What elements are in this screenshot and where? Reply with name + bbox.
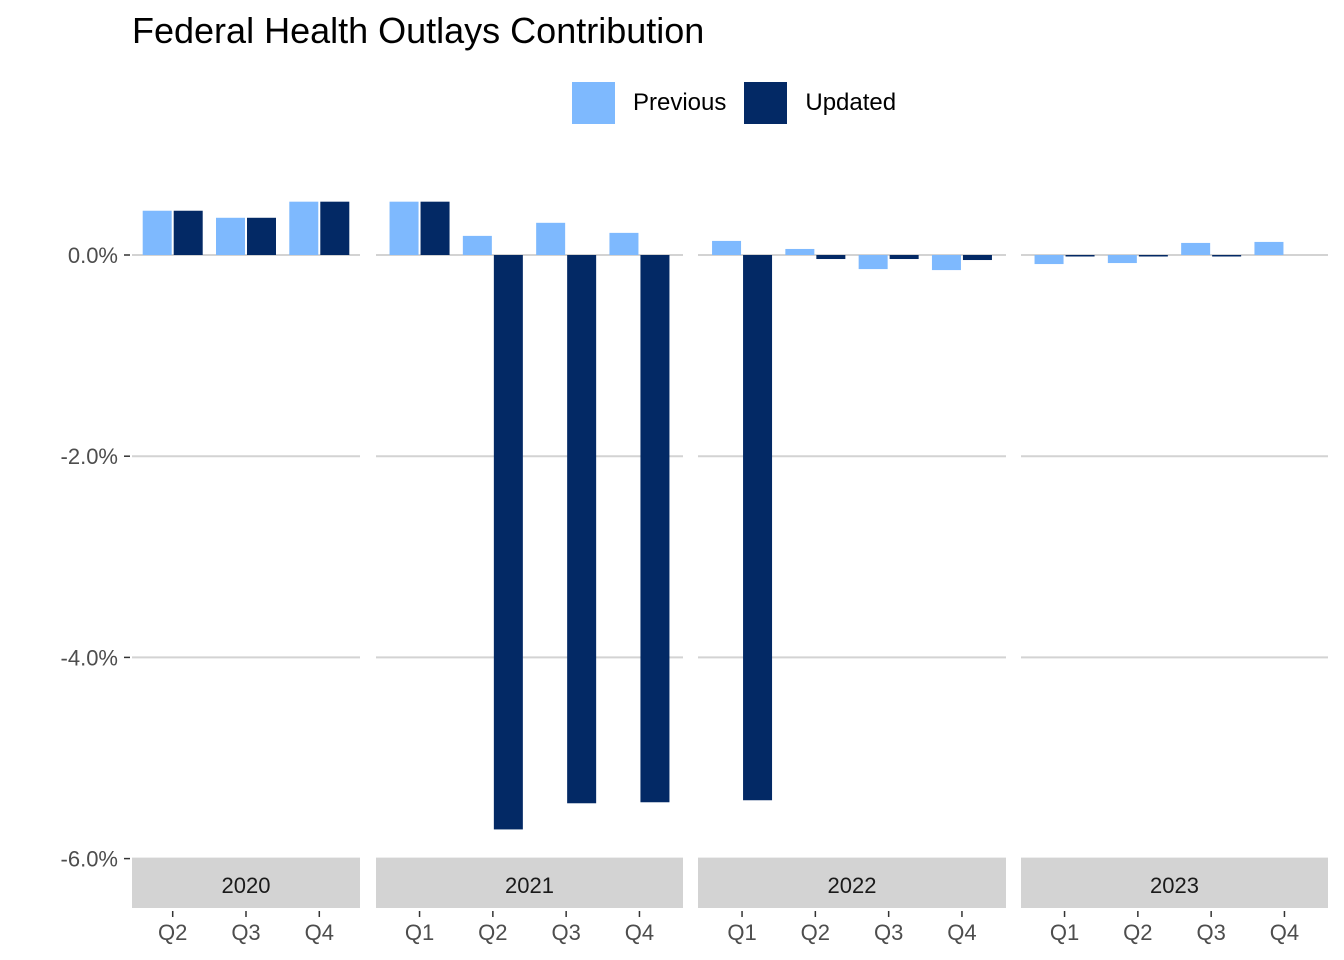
x-tick-label: Q3 bbox=[551, 920, 580, 945]
facet-strip-label: 2023 bbox=[1150, 873, 1199, 898]
bar-previous-2023-q1 bbox=[1034, 255, 1064, 265]
legend-swatch-updated bbox=[744, 82, 788, 124]
x-tick-label: Q1 bbox=[405, 920, 434, 945]
bar-updated-2020-q2 bbox=[173, 210, 203, 255]
facet-strip bbox=[1021, 858, 1328, 908]
facet-strip bbox=[132, 858, 360, 908]
x-tick-label: Q1 bbox=[727, 920, 756, 945]
y-tick-label: -2.0% bbox=[61, 444, 118, 469]
legend-item-updated: Updated bbox=[744, 82, 896, 124]
bar-updated-2022-q2 bbox=[816, 255, 846, 260]
x-tick-label: Q3 bbox=[231, 920, 260, 945]
facet-strip-label: 2022 bbox=[828, 873, 877, 898]
y-tick-label: -4.0% bbox=[61, 645, 118, 670]
bar-updated-2022-q3 bbox=[889, 255, 919, 260]
bar-previous-2022-q1 bbox=[712, 240, 742, 255]
x-tick-label: Q2 bbox=[801, 920, 830, 945]
bar-previous-2022-q4 bbox=[931, 255, 961, 271]
bar-previous-2021-q1 bbox=[389, 201, 419, 255]
x-tick-label: Q4 bbox=[625, 920, 654, 945]
bar-previous-2020-q4 bbox=[289, 201, 319, 255]
bar-previous-2023-q3 bbox=[1181, 242, 1211, 255]
x-tick-label: Q1 bbox=[1050, 920, 1079, 945]
bar-updated-2020-q3 bbox=[247, 217, 276, 255]
chart-title: Federal Health Outlays Contribution bbox=[132, 10, 705, 51]
x-tick-label: Q2 bbox=[1123, 920, 1152, 945]
facet-strip-label: 2020 bbox=[222, 873, 271, 898]
x-tick-label: Q4 bbox=[947, 920, 976, 945]
facet-strip bbox=[376, 858, 683, 908]
bar-previous-2023-q2 bbox=[1107, 255, 1137, 264]
bar-updated-2021-q2 bbox=[493, 255, 523, 830]
bar-previous-2021-q2 bbox=[462, 235, 492, 255]
y-tick-label: 0.0% bbox=[68, 243, 118, 268]
bar-updated-2022-q4 bbox=[962, 255, 992, 261]
bar-previous-2020-q3 bbox=[216, 217, 245, 255]
bar-updated-2022-q1 bbox=[743, 255, 773, 801]
bar-updated-2021-q1 bbox=[420, 201, 450, 255]
bar-updated-2023-q3 bbox=[1212, 255, 1242, 257]
x-tick-label: Q2 bbox=[478, 920, 507, 945]
x-tick-label: Q3 bbox=[874, 920, 903, 945]
bar-previous-2021-q4 bbox=[609, 232, 639, 255]
bar-updated-2023-q1 bbox=[1065, 255, 1095, 257]
bar-updated-2023-q2 bbox=[1138, 255, 1168, 257]
facet-strip bbox=[698, 858, 1006, 908]
x-tick-label: Q4 bbox=[305, 920, 334, 945]
bar-updated-2020-q4 bbox=[320, 201, 350, 255]
bar-previous-2021-q3 bbox=[536, 222, 566, 255]
bar-previous-2022-q3 bbox=[858, 255, 888, 270]
legend-swatch-previous bbox=[572, 82, 615, 124]
bar-previous-2022-q2 bbox=[785, 248, 815, 255]
legend: Previous Updated bbox=[572, 82, 914, 124]
x-tick-label: Q2 bbox=[158, 920, 187, 945]
bar-updated-2021-q3 bbox=[567, 255, 597, 804]
x-tick-label: Q3 bbox=[1196, 920, 1225, 945]
legend-label-updated: Updated bbox=[805, 89, 897, 116]
bar-previous-2023-q4 bbox=[1254, 241, 1284, 255]
legend-label-previous: Previous bbox=[633, 89, 727, 116]
bar-updated-2021-q4 bbox=[640, 255, 670, 803]
legend-item-previous: Previous bbox=[572, 82, 726, 124]
x-tick-label: Q4 bbox=[1270, 920, 1299, 945]
bar-previous-2020-q2 bbox=[142, 210, 172, 255]
facet-strip-label: 2021 bbox=[505, 873, 554, 898]
y-tick-label: -6.0% bbox=[61, 847, 118, 872]
